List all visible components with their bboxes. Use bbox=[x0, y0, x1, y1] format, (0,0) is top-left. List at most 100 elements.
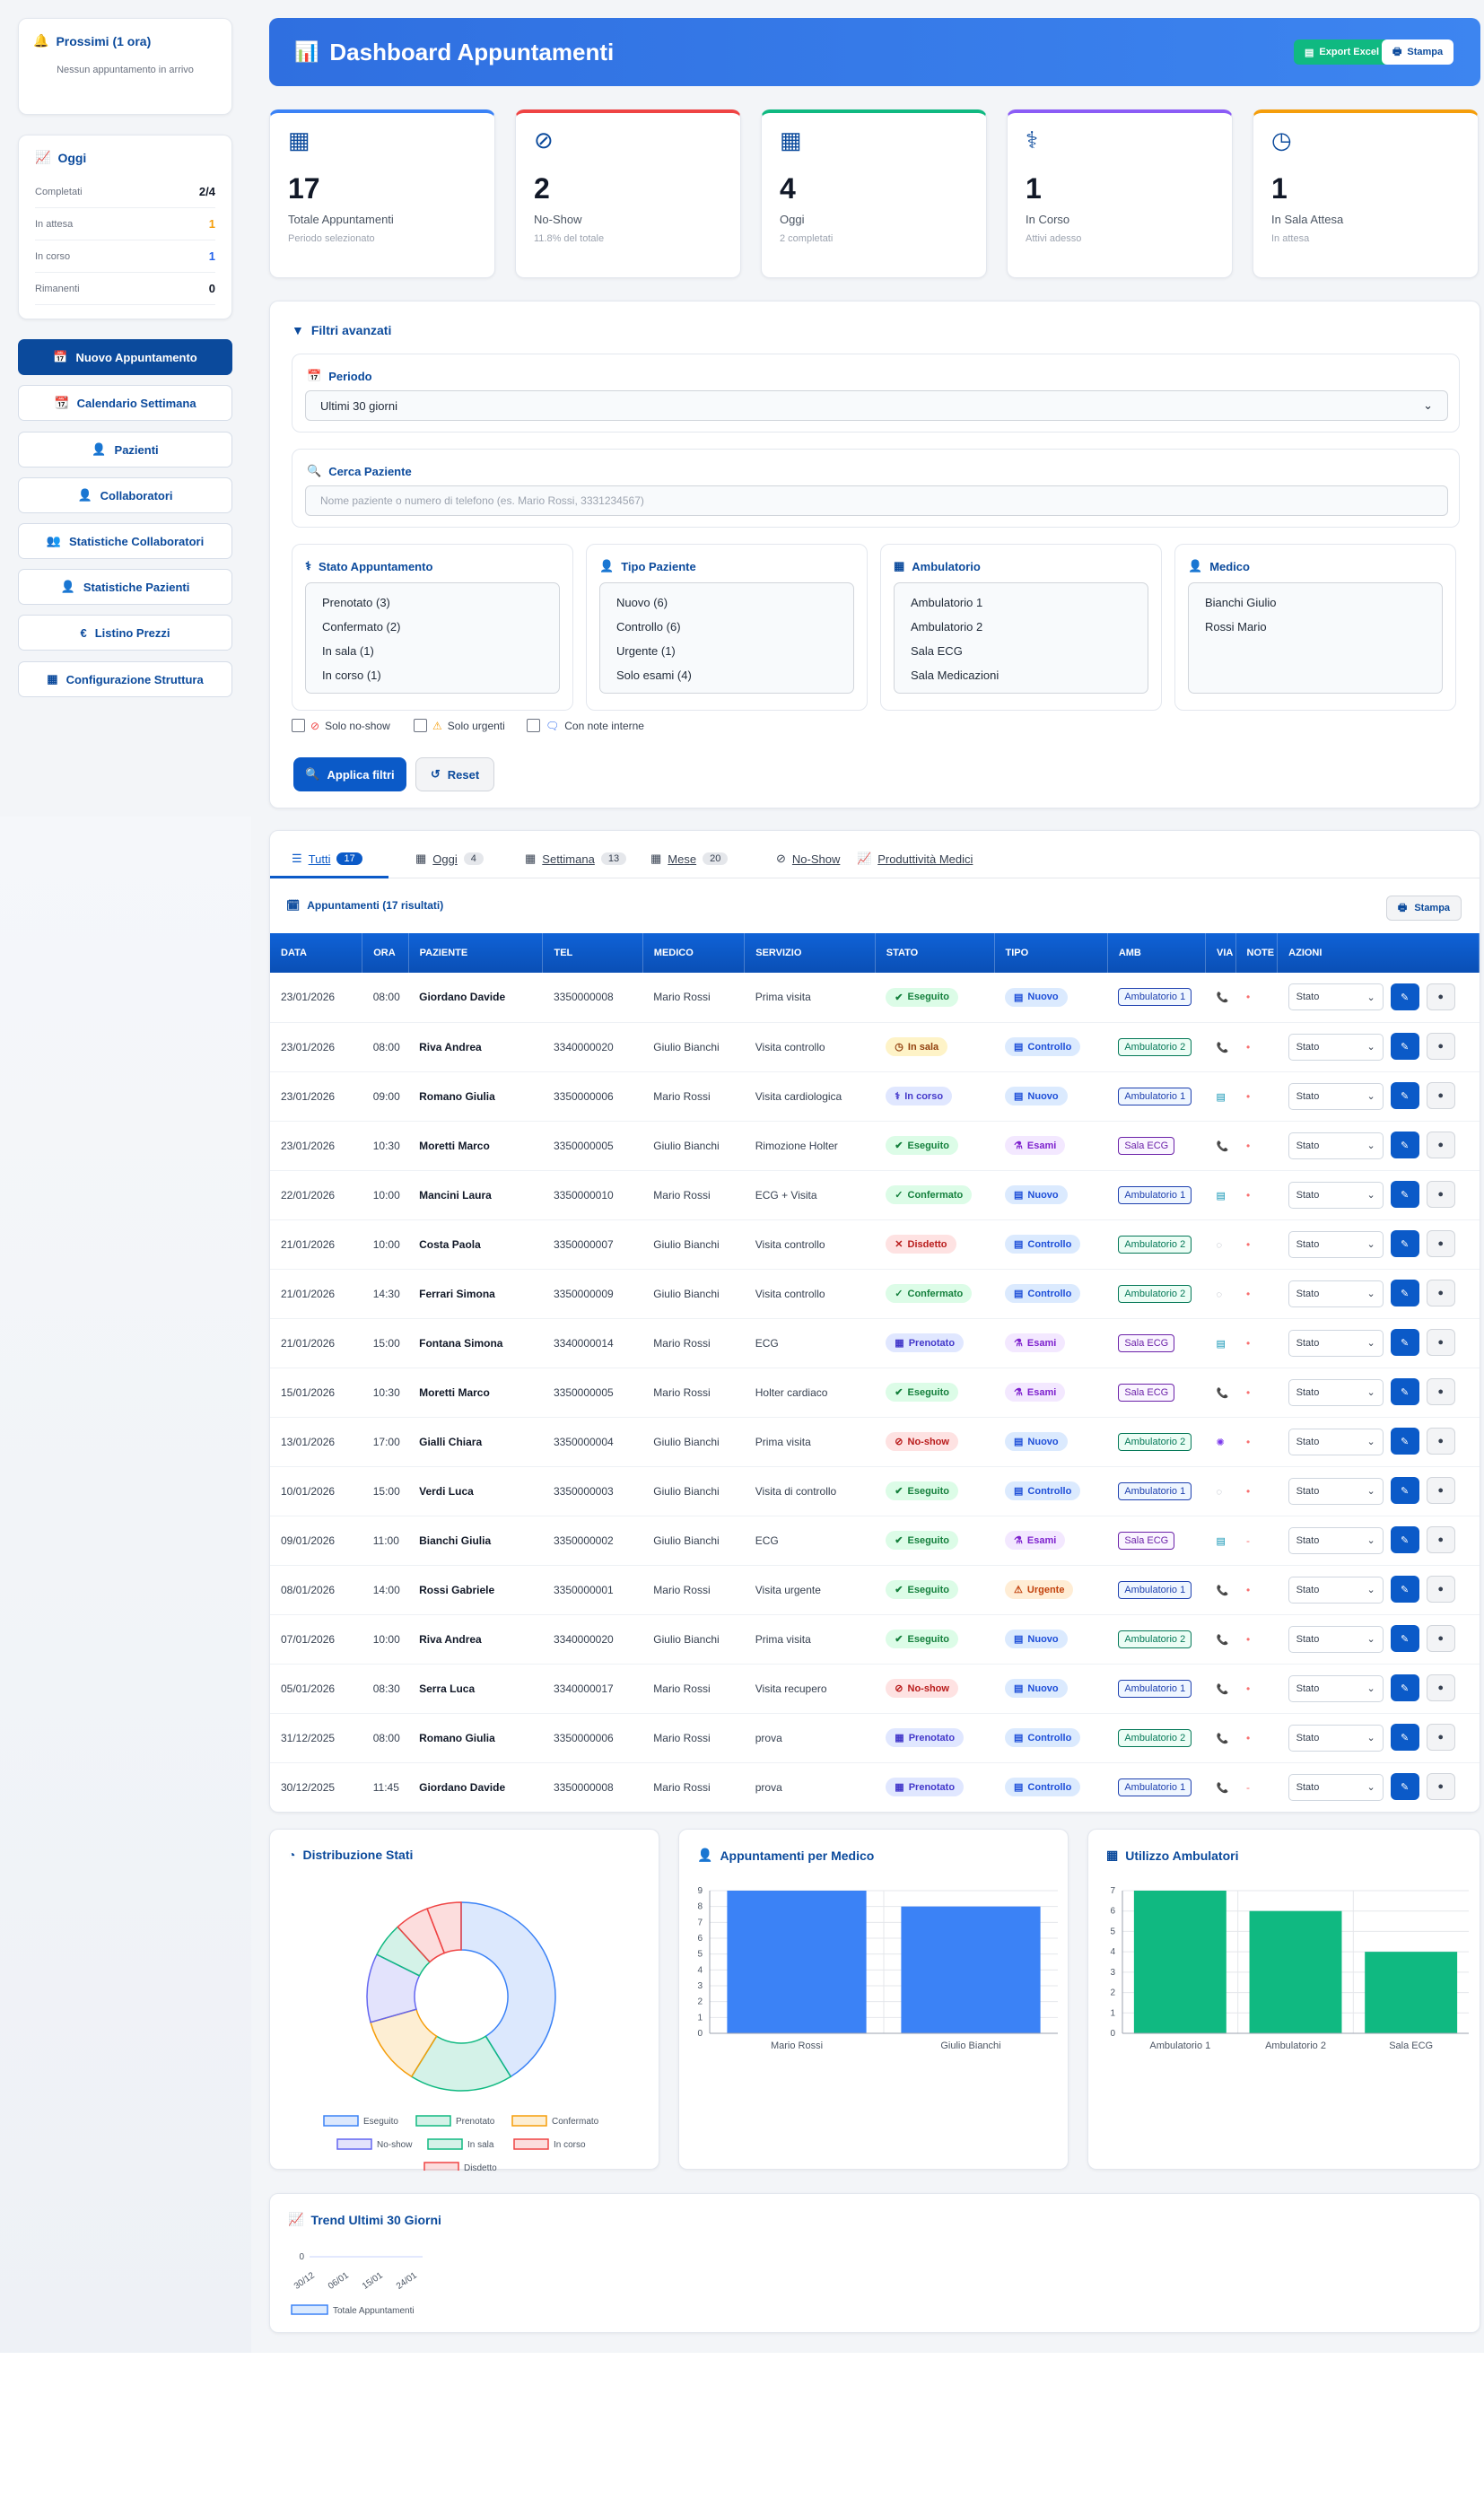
filter-option[interactable]: Bianchi Giulio bbox=[1205, 596, 1277, 609]
legend-item[interactable]: Prenotato bbox=[415, 2115, 495, 2127]
table-row[interactable]: 23/01/2026 09:00 Romano Giulia 3350000006 Ma… bbox=[270, 1071, 1480, 1122]
edit-button[interactable]: ✎ bbox=[1390, 1181, 1419, 1209]
column-header[interactable]: NOTE bbox=[1235, 933, 1279, 973]
edit-button[interactable]: ✎ bbox=[1390, 1477, 1419, 1505]
more-button[interactable]: ● bbox=[1426, 1477, 1455, 1505]
edit-button[interactable]: ✎ bbox=[1390, 1082, 1419, 1110]
table-print-button[interactable]: 🖶 Stampa bbox=[1386, 896, 1462, 921]
table-row[interactable]: 21/01/2026 10:00 Costa Paola 3350000007 Giul… bbox=[270, 1219, 1480, 1270]
edit-button[interactable]: ✎ bbox=[1390, 1625, 1419, 1653]
table-row[interactable]: 22/01/2026 10:00 Mancini Laura 3350000010 Ma… bbox=[270, 1170, 1480, 1220]
edit-button[interactable]: ✎ bbox=[1390, 1428, 1419, 1455]
status-select[interactable]: Stato ⌄ bbox=[1288, 1773, 1384, 1801]
table-row[interactable]: 21/01/2026 15:00 Fontana Simona 3340000014 M… bbox=[270, 1318, 1480, 1368]
more-button[interactable]: ● bbox=[1426, 1526, 1455, 1554]
filter-option[interactable]: Sala ECG bbox=[911, 644, 963, 658]
nav-statistiche-pazienti[interactable]: 👤 Statistiche Pazienti bbox=[18, 569, 232, 605]
nav-listino-prezzi[interactable]: € Listino Prezzi bbox=[18, 615, 232, 651]
print-button[interactable]: 🖶 Stampa bbox=[1382, 39, 1454, 65]
nav-nuovo-appuntamento[interactable]: 📅 Nuovo Appuntamento bbox=[18, 339, 232, 375]
status-select[interactable]: Stato ⌄ bbox=[1288, 1132, 1384, 1159]
more-button[interactable]: ● bbox=[1426, 1773, 1455, 1801]
filter-option[interactable]: In sala (1) bbox=[322, 644, 374, 658]
more-button[interactable]: ● bbox=[1426, 1724, 1455, 1752]
edit-button[interactable]: ✎ bbox=[1390, 1724, 1419, 1752]
bar[interactable] bbox=[1365, 1952, 1458, 2033]
tab-tutti[interactable]: ☰ Tutti 17 bbox=[292, 842, 362, 876]
status-select[interactable]: Stato ⌄ bbox=[1288, 1329, 1384, 1357]
more-button[interactable]: ● bbox=[1426, 1329, 1455, 1357]
status-select[interactable]: Stato ⌄ bbox=[1288, 1526, 1384, 1554]
filter-option[interactable]: Sala Medicazioni bbox=[911, 669, 1000, 682]
filter-option[interactable]: Controllo (6) bbox=[616, 620, 681, 634]
more-button[interactable]: ● bbox=[1426, 1132, 1455, 1159]
legend-item[interactable]: No-show bbox=[336, 2138, 413, 2150]
column-header[interactable]: MEDICO bbox=[642, 933, 746, 973]
table-row[interactable]: 15/01/2026 10:30 Moretti Marco 3350000005 Ma… bbox=[270, 1368, 1480, 1418]
nav-calendario-settimana[interactable]: 📆 Calendario Settimana bbox=[18, 385, 232, 421]
table-row[interactable]: 05/01/2026 08:30 Serra Luca 3340000017 Mario… bbox=[270, 1664, 1480, 1714]
more-button[interactable]: ● bbox=[1426, 1378, 1455, 1406]
filter-option[interactable]: Nuovo (6) bbox=[616, 596, 668, 609]
legend-item[interactable]: Confermato bbox=[511, 2115, 599, 2127]
column-header[interactable]: TEL bbox=[542, 933, 643, 973]
legend-item[interactable]: Disdetto bbox=[423, 2162, 497, 2171]
edit-button[interactable]: ✎ bbox=[1390, 1033, 1419, 1061]
pie-slice[interactable] bbox=[460, 1901, 556, 2078]
edit-button[interactable]: ✎ bbox=[1390, 1280, 1419, 1307]
edit-button[interactable]: ✎ bbox=[1390, 1773, 1419, 1801]
filter-multiselect[interactable]: Nuovo (6) Controllo (6) Urgente (1) Solo es… bbox=[599, 582, 854, 694]
status-select[interactable]: Stato ⌄ bbox=[1288, 1378, 1384, 1406]
filter-option[interactable]: Rossi Mario bbox=[1205, 620, 1267, 634]
bar[interactable] bbox=[727, 1891, 867, 2033]
status-select[interactable]: Stato ⌄ bbox=[1288, 1428, 1384, 1455]
more-button[interactable]: ● bbox=[1426, 1082, 1455, 1110]
tab-produttività-medici[interactable]: 📈 Produttività Medici bbox=[857, 842, 973, 876]
checkbox-solo-no-show[interactable]: ⊘ Solo no-show bbox=[292, 719, 390, 732]
more-button[interactable]: ● bbox=[1426, 1625, 1455, 1653]
column-header[interactable]: DATA bbox=[270, 933, 363, 973]
nav-collaboratori[interactable]: 👤 Collaboratori bbox=[18, 477, 232, 513]
status-select[interactable]: Stato ⌄ bbox=[1288, 1625, 1384, 1653]
table-row[interactable]: 07/01/2026 10:00 Riva Andrea 3340000020 Giul… bbox=[270, 1614, 1480, 1665]
table-row[interactable]: 31/12/2025 08:00 Romano Giulia 3350000006 Ma… bbox=[270, 1713, 1480, 1763]
more-button[interactable]: ● bbox=[1426, 1033, 1455, 1061]
more-button[interactable]: ● bbox=[1426, 983, 1455, 1011]
status-select[interactable]: Stato ⌄ bbox=[1288, 1181, 1384, 1209]
checkbox-solo-urgenti[interactable]: ⚠ Solo urgenti bbox=[414, 719, 505, 732]
status-select[interactable]: Stato ⌄ bbox=[1288, 1082, 1384, 1110]
legend-item[interactable]: Eseguito bbox=[323, 2115, 398, 2127]
search-input[interactable]: Nome paziente o numero di telefono (es. … bbox=[305, 485, 1448, 516]
filter-option[interactable]: Confermato (2) bbox=[322, 620, 401, 634]
checkbox-con-note-interne[interactable]: 🗨 Con note interne bbox=[527, 719, 644, 732]
table-row[interactable]: 13/01/2026 17:00 Gialli Chiara 3350000004 Gi… bbox=[270, 1417, 1480, 1467]
bar[interactable] bbox=[901, 1906, 1041, 2033]
column-header[interactable]: PAZIENTE bbox=[408, 933, 544, 973]
edit-button[interactable]: ✎ bbox=[1390, 1329, 1419, 1357]
more-button[interactable]: ● bbox=[1426, 1428, 1455, 1455]
status-select[interactable]: Stato ⌄ bbox=[1288, 1674, 1384, 1702]
filter-option[interactable]: Urgente (1) bbox=[616, 644, 676, 658]
filter-option[interactable]: Ambulatorio 2 bbox=[911, 620, 983, 634]
tab-no-show[interactable]: ⊘ No-Show bbox=[776, 842, 840, 876]
filter-multiselect[interactable]: Prenotato (3) Confermato (2) In sala (1) In… bbox=[305, 582, 560, 694]
table-row[interactable]: 08/01/2026 14:00 Rossi Gabriele 3350000001 M… bbox=[270, 1565, 1480, 1615]
reset-button[interactable]: ↺ Reset bbox=[415, 757, 494, 791]
status-select[interactable]: Stato ⌄ bbox=[1288, 1033, 1384, 1061]
status-select[interactable]: Stato ⌄ bbox=[1288, 1724, 1384, 1752]
table-row[interactable]: 09/01/2026 11:00 Bianchi Giulia 3350000002 G… bbox=[270, 1516, 1480, 1566]
tab-mese[interactable]: ▦ Mese 20 bbox=[650, 842, 729, 876]
status-select[interactable]: Stato ⌄ bbox=[1288, 1230, 1384, 1258]
table-row[interactable]: 30/12/2025 11:45 Giordano Davide 3350000008… bbox=[270, 1762, 1480, 1812]
column-header[interactable]: VIA bbox=[1205, 933, 1236, 973]
edit-button[interactable]: ✎ bbox=[1390, 1378, 1419, 1406]
edit-button[interactable]: ✎ bbox=[1390, 1674, 1419, 1702]
column-header[interactable]: SERVIZIO bbox=[744, 933, 876, 973]
checkbox[interactable] bbox=[292, 719, 305, 732]
column-header[interactable]: AZIONI bbox=[1277, 933, 1480, 973]
status-select[interactable]: Stato ⌄ bbox=[1288, 983, 1384, 1011]
filter-multiselect[interactable]: Ambulatorio 1 Ambulatorio 2 Sala ECG Sala M… bbox=[894, 582, 1148, 694]
filter-option[interactable]: In corso (1) bbox=[322, 669, 381, 682]
table-row[interactable]: 23/01/2026 10:30 Moretti Marco 3350000005 Gi… bbox=[270, 1121, 1480, 1171]
legend-item[interactable]: In sala bbox=[427, 2138, 494, 2150]
